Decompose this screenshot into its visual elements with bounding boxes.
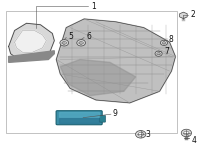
Circle shape	[77, 40, 86, 46]
Text: 8: 8	[169, 35, 173, 44]
Circle shape	[62, 41, 66, 44]
Text: 1: 1	[91, 2, 96, 11]
Circle shape	[79, 41, 83, 44]
Text: 6: 6	[86, 32, 91, 41]
Circle shape	[155, 51, 162, 56]
Polygon shape	[59, 118, 99, 123]
Text: 5: 5	[68, 32, 73, 41]
Bar	[6, 11, 177, 133]
Polygon shape	[15, 31, 46, 52]
FancyBboxPatch shape	[56, 111, 102, 125]
Polygon shape	[59, 112, 99, 117]
Circle shape	[138, 132, 143, 136]
Polygon shape	[9, 51, 54, 62]
Polygon shape	[9, 23, 54, 60]
Circle shape	[184, 131, 189, 135]
Circle shape	[136, 131, 146, 138]
Text: 7: 7	[164, 47, 169, 56]
Text: 3: 3	[146, 130, 151, 138]
Text: 4: 4	[191, 136, 196, 145]
Circle shape	[157, 52, 160, 55]
Circle shape	[60, 40, 69, 46]
Text: 9: 9	[113, 109, 118, 118]
Polygon shape	[56, 19, 175, 103]
Polygon shape	[60, 60, 136, 96]
Circle shape	[160, 40, 168, 45]
Circle shape	[181, 129, 192, 137]
FancyBboxPatch shape	[99, 116, 106, 122]
Polygon shape	[180, 12, 187, 19]
Circle shape	[162, 42, 166, 44]
Text: 2: 2	[190, 10, 195, 19]
